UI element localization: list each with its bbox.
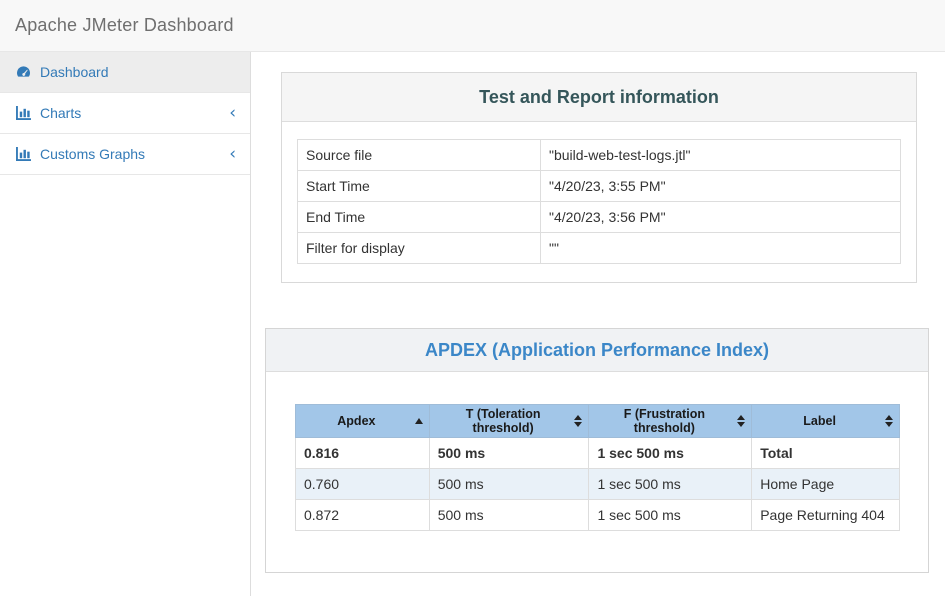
sidebar-item-label: Dashboard bbox=[40, 64, 109, 80]
sidebar-item-customs-graphs[interactable]: Customs Graphs ‹ bbox=[0, 134, 250, 175]
table-row: 0.760 500 ms 1 sec 500 ms Home Page bbox=[295, 468, 900, 500]
toleration-value: 500 ms bbox=[428, 499, 590, 531]
sidebar-item-label: Charts bbox=[40, 105, 82, 121]
label-value: Total bbox=[751, 437, 900, 469]
info-row-label: Start Time bbox=[297, 170, 541, 202]
top-navbar: Apache JMeter Dashboard bbox=[0, 0, 945, 52]
table-row: Source file "build-web-test-logs.jtl" bbox=[297, 139, 901, 171]
info-row-value: "4/20/23, 3:56 PM" bbox=[540, 201, 901, 233]
frustration-value: 1 sec 500 ms bbox=[588, 437, 753, 469]
info-row-value: "build-web-test-logs.jtl" bbox=[540, 139, 901, 171]
column-header-label-col[interactable]: Label bbox=[751, 404, 900, 438]
panel-title: Test and Report information bbox=[479, 87, 719, 107]
apdex-table: Apdex T (Toleration threshold) bbox=[295, 404, 900, 531]
sort-asc-icon bbox=[414, 418, 423, 424]
bar-chart-icon bbox=[15, 147, 32, 162]
test-report-info-panel-heading: Test and Report information bbox=[282, 73, 916, 122]
column-header-label: Label bbox=[803, 414, 836, 428]
app-title: Apache JMeter Dashboard bbox=[15, 15, 234, 35]
chevron-left-icon[interactable]: ‹ bbox=[229, 143, 236, 164]
info-row-label: Source file bbox=[297, 139, 541, 171]
apdex-panel: APDEX (Application Performance Index) Ap… bbox=[265, 328, 929, 573]
sort-both-icon bbox=[574, 415, 583, 427]
table-row-total: 0.816 500 ms 1 sec 500 ms Total bbox=[295, 437, 900, 469]
label-value: Page Returning 404 bbox=[751, 499, 900, 531]
table-row: 0.872 500 ms 1 sec 500 ms Page Returning… bbox=[295, 499, 900, 531]
main-content: Test and Report information Source file … bbox=[251, 52, 945, 596]
sidebar-item-dashboard[interactable]: Dashboard bbox=[0, 52, 250, 93]
page-body: Dashboard Charts ‹ bbox=[0, 52, 945, 596]
column-header-label: F (Frustration threshold) bbox=[623, 407, 705, 435]
column-header-label: T (Toleration threshold) bbox=[465, 407, 541, 435]
table-row: Filter for display "" bbox=[297, 232, 901, 264]
sidebar: Dashboard Charts ‹ bbox=[0, 52, 251, 596]
toleration-value: 500 ms bbox=[428, 468, 590, 500]
apdex-panel-heading: APDEX (Application Performance Index) bbox=[266, 329, 928, 372]
column-header-toleration[interactable]: T (Toleration threshold) bbox=[428, 404, 590, 438]
bar-chart-icon bbox=[15, 106, 32, 121]
sidebar-item-label: Customs Graphs bbox=[40, 146, 146, 162]
table-row: Start Time "4/20/23, 3:55 PM" bbox=[297, 170, 901, 202]
table-header-row: Apdex T (Toleration threshold) bbox=[295, 404, 900, 438]
column-header-apdex[interactable]: Apdex bbox=[295, 404, 430, 438]
apdex-panel-body: Apdex T (Toleration threshold) bbox=[266, 372, 928, 572]
test-report-info-panel-body: Source file "build-web-test-logs.jtl" St… bbox=[282, 122, 916, 282]
panel-title: APDEX (Application Performance Index) bbox=[424, 340, 770, 360]
label-value: Home Page bbox=[751, 468, 900, 500]
table-row: End Time "4/20/23, 3:56 PM" bbox=[297, 201, 901, 233]
info-row-label: End Time bbox=[297, 201, 541, 233]
frustration-value: 1 sec 500 ms bbox=[588, 499, 753, 531]
sort-both-icon bbox=[885, 415, 893, 427]
tachometer-icon bbox=[15, 65, 32, 80]
apdex-value: 0.816 bbox=[295, 437, 430, 469]
test-report-info-panel: Test and Report information Source file … bbox=[281, 72, 917, 283]
frustration-value: 1 sec 500 ms bbox=[588, 468, 753, 500]
test-report-info-table: Source file "build-web-test-logs.jtl" St… bbox=[297, 139, 901, 264]
apdex-value: 0.760 bbox=[295, 468, 430, 500]
sort-both-icon bbox=[737, 415, 746, 427]
toleration-value: 500 ms bbox=[428, 437, 590, 469]
sidebar-item-charts[interactable]: Charts ‹ bbox=[0, 93, 250, 134]
info-row-value: "" bbox=[540, 232, 901, 264]
chevron-left-icon[interactable]: ‹ bbox=[229, 102, 236, 123]
info-row-label: Filter for display bbox=[297, 232, 541, 264]
column-header-frustration[interactable]: F (Frustration threshold) bbox=[588, 404, 753, 438]
column-header-label: Apdex bbox=[337, 414, 376, 428]
apdex-value: 0.872 bbox=[295, 499, 430, 531]
info-row-value: "4/20/23, 3:55 PM" bbox=[540, 170, 901, 202]
